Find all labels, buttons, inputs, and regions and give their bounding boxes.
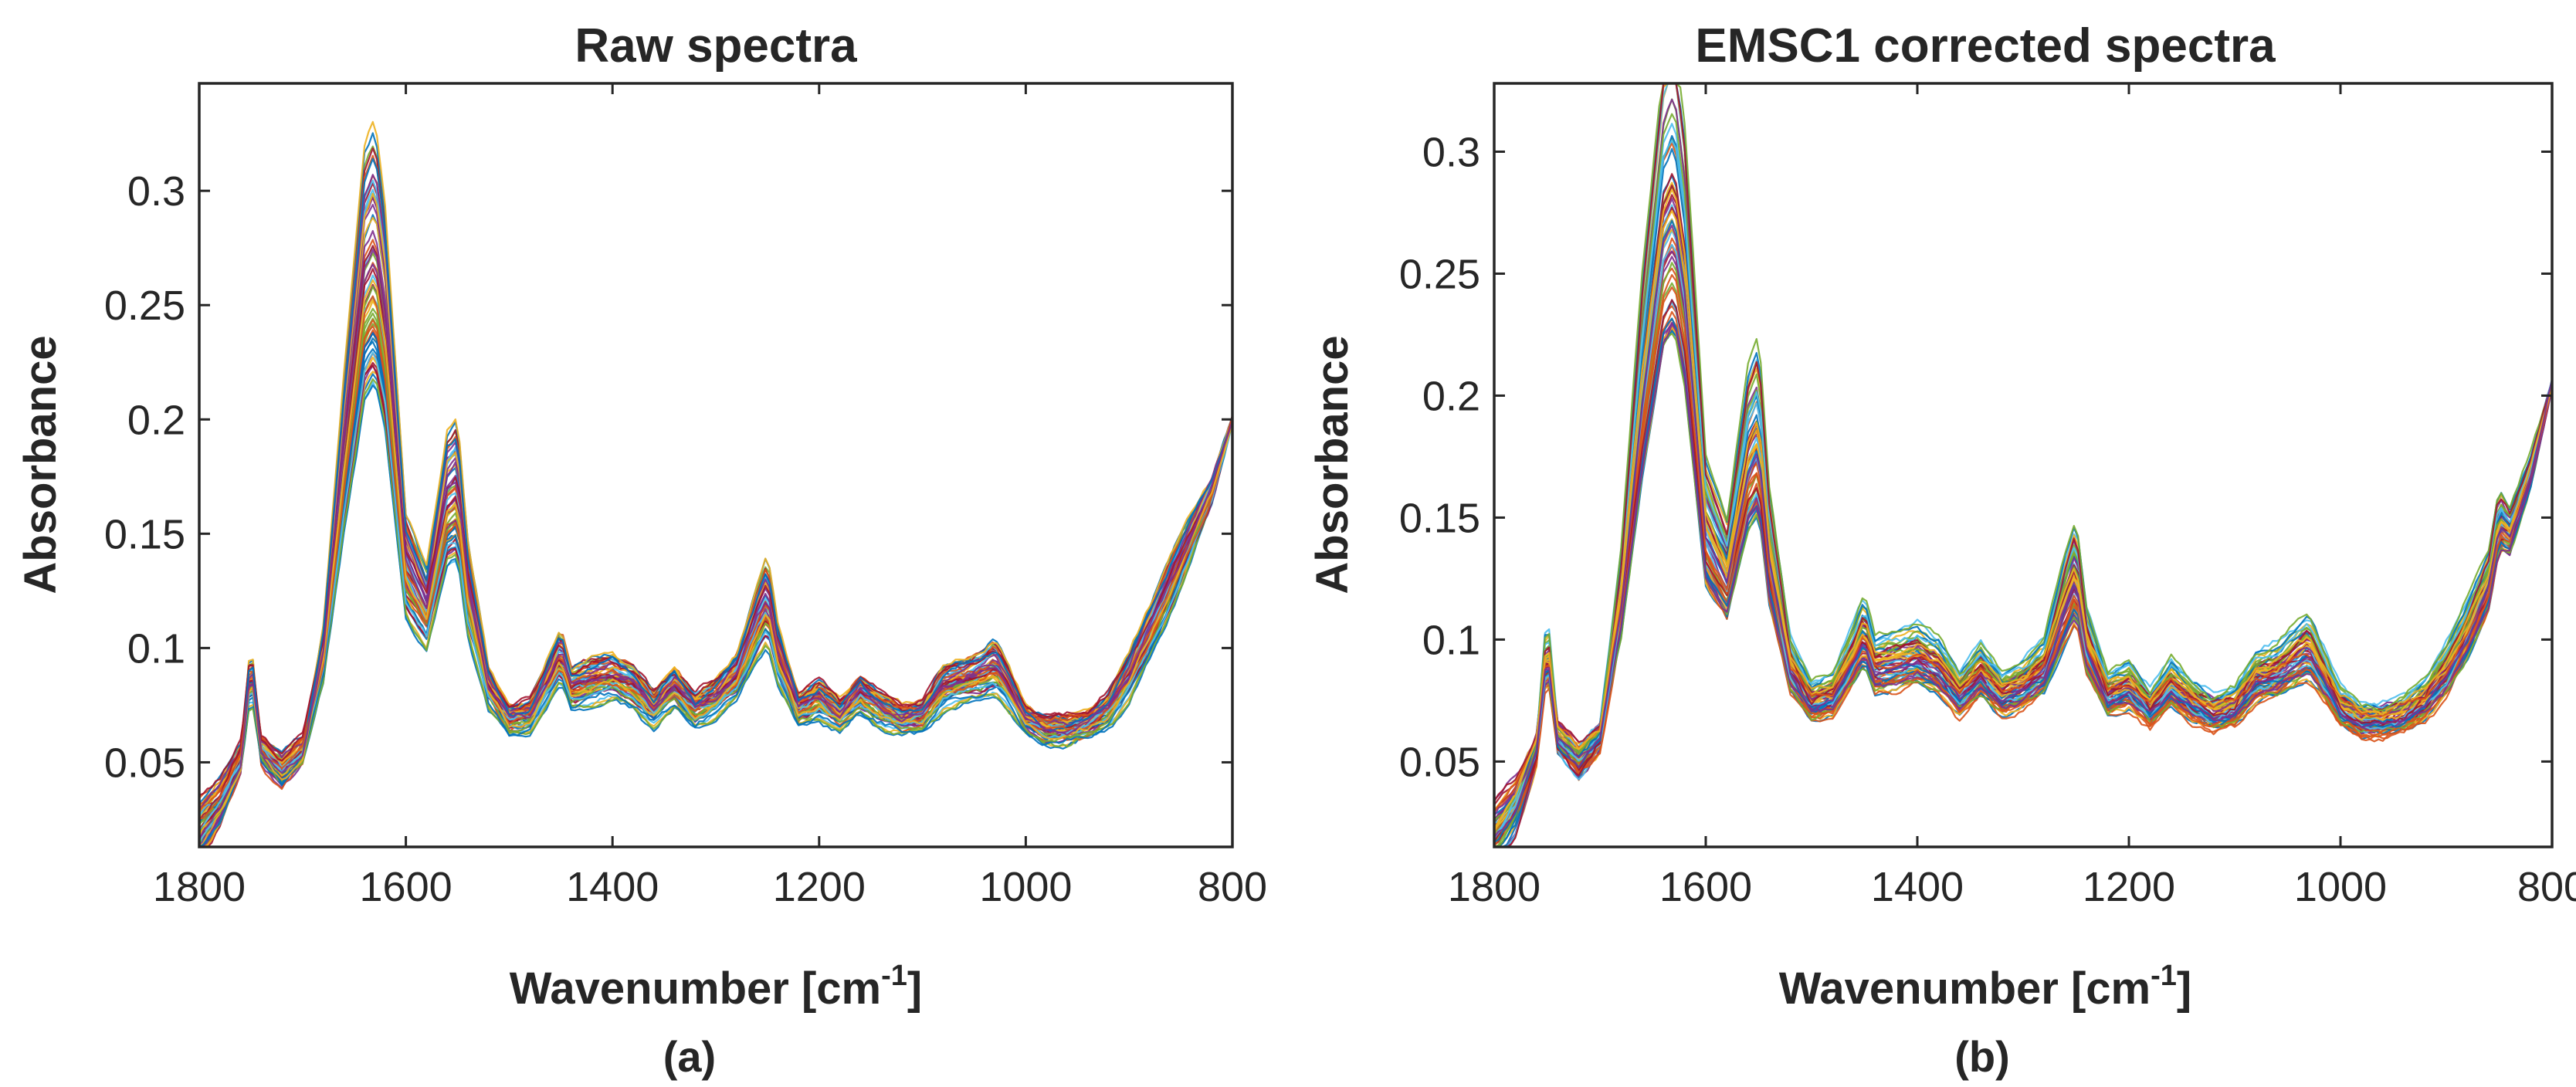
spectra-lines (198, 120, 1234, 848)
x-tick-label: 1400 (1871, 864, 1964, 910)
spectrum-line-57 (1493, 219, 2554, 844)
x-tick-label: 1200 (773, 864, 866, 910)
spectrum-line-51 (1493, 237, 2554, 846)
spectrum-line-30 (1493, 310, 2554, 834)
spectrum-line-60 (1493, 225, 2554, 838)
x-axis-label: Wavenumber [cm-1] (510, 960, 922, 1014)
y-tick-label: 0.2 (1422, 373, 1480, 419)
plot-frame (198, 82, 1234, 848)
spectrum-line-48 (1493, 140, 2554, 839)
y-tick-label: 0.2 (127, 397, 185, 443)
x-tick-label: 1200 (2083, 864, 2175, 910)
spectrum-line-59 (1493, 188, 2554, 831)
x-tick-label: 1800 (153, 864, 246, 910)
spectrum-line-60 (198, 249, 1234, 841)
y-tick-label: 0.25 (104, 283, 185, 329)
spectrum-line-56 (198, 245, 1234, 821)
x-tick-label: 1600 (1659, 864, 1752, 910)
spectrum-line-22 (198, 384, 1234, 825)
spectra-lines (1493, 82, 2554, 848)
panel-caption: (a) (663, 1032, 716, 1081)
y-tick-label: 0.15 (104, 511, 185, 557)
y-axis-ticks: 0.05 0.1 0.15 0.2 0.25 0.3 (1399, 129, 2552, 785)
spectrum-line-50 (1493, 317, 2554, 815)
spectrum-line-58 (1493, 274, 2554, 812)
spectrum-line-44 (1493, 286, 2554, 838)
x-tick-label: 1000 (979, 864, 1072, 910)
panel-raw-spectra: Raw spectra 1800 1600 1400 1200 1000 800 0.05… (15, 19, 1267, 1081)
spectrum-line-52 (198, 192, 1234, 848)
spectrum-line-51 (198, 295, 1234, 812)
spectrum-line-59 (198, 279, 1234, 837)
x-axis-label: Wavenumber [cm-1] (1779, 960, 2191, 1014)
x-tick-label: 1800 (1448, 864, 1541, 910)
x-tick-label: 1000 (2294, 864, 2387, 910)
spectrum-line-55 (198, 351, 1234, 816)
panel-caption: (b) (1954, 1032, 2010, 1081)
spectrum-line-52 (1493, 229, 2554, 829)
spectrum-line-45 (1493, 210, 2554, 832)
spectrum-line-41 (1493, 204, 2554, 841)
y-tick-label: 0.05 (104, 740, 185, 786)
y-tick-label: 0.1 (127, 625, 185, 672)
spectrum-line-57 (198, 157, 1234, 848)
x-tick-label: 1600 (360, 864, 452, 910)
x-tick-label: 1400 (566, 864, 659, 910)
spectrum-line-47 (198, 378, 1234, 825)
y-tick-label: 0.15 (1399, 495, 1480, 541)
x-axis-ticks: 1800 1600 1400 1200 1000 800 (153, 83, 1267, 910)
panel-emsc1-corrected-spectra: EMSC1 corrected spectra 1800 1600 1400 1200… (1307, 19, 2576, 1081)
y-tick-label: 0.3 (1422, 129, 1480, 175)
y-axis-ticks: 0.05 0.1 0.15 0.2 0.25 0.3 (104, 168, 1232, 786)
chart-title: Raw spectra (575, 19, 857, 73)
x-tick-label: 800 (1198, 864, 1267, 910)
y-axis-label: Absorbance (15, 335, 66, 594)
y-axis-label: Absorbance (1307, 335, 1357, 594)
y-tick-label: 0.3 (127, 168, 185, 215)
y-tick-label: 0.1 (1422, 617, 1480, 663)
spectrum-line-55 (1493, 243, 2554, 839)
x-axis-ticks: 1800 1600 1400 1200 1000 800 (1448, 83, 2576, 910)
spectrum-line-50 (198, 332, 1234, 833)
spectrum-line-40 (1493, 113, 2554, 848)
chart-title: EMSC1 corrected spectra (1695, 19, 2276, 73)
plot-frame (1493, 82, 2554, 848)
y-tick-label: 0.25 (1399, 251, 1480, 297)
y-tick-label: 0.05 (1399, 739, 1480, 785)
x-tick-label: 800 (2517, 864, 2576, 910)
